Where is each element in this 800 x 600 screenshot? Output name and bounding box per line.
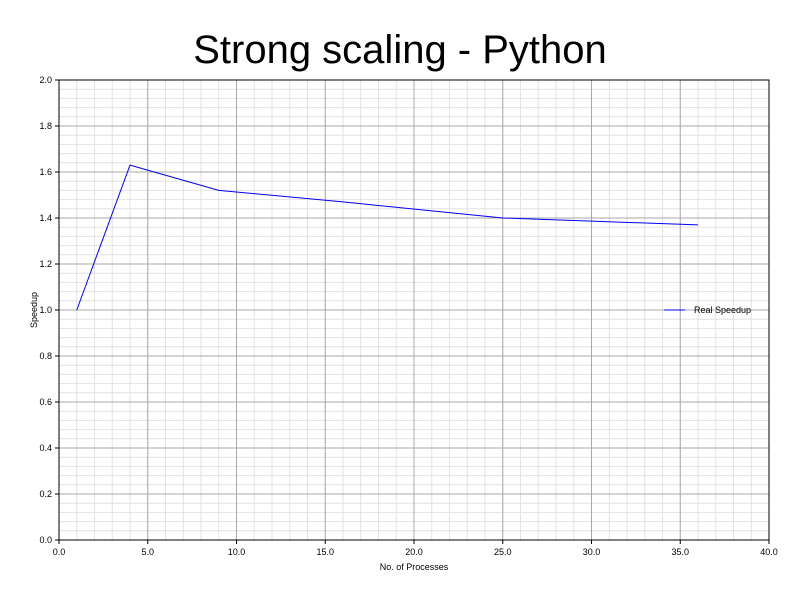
y-tick-label: 1.2 [39, 259, 52, 269]
y-tick-label: 1.8 [39, 121, 52, 131]
y-tick-label: 1.4 [39, 213, 52, 223]
x-tick-label: 40.0 [760, 547, 778, 557]
x-axis-label: No. of Processes [380, 562, 449, 572]
legend-label-real-speedup: Real Speedup [694, 305, 751, 315]
legend: Real Speedup [664, 305, 751, 315]
x-tick-label: 35.0 [671, 547, 689, 557]
y-tick-label: 1.6 [39, 167, 52, 177]
y-tick-label: 2.0 [39, 75, 52, 85]
series-line-real-speedup [76, 164, 699, 311]
y-tick-label: 0.0 [39, 535, 52, 545]
x-tick-label: 0.0 [53, 547, 66, 557]
y-tick-label: 0.6 [39, 397, 52, 407]
x-tick-labels: 0.0 5.0 10.0 15.0 20.0 25.0 30.0 35.0 40.0 [53, 547, 778, 557]
x-tick-label: 10.0 [228, 547, 246, 557]
x-tick-label: 5.0 [141, 547, 154, 557]
axis-ticks [55, 79, 770, 544]
y-axis-label: Speedup [29, 292, 39, 328]
chart-title: Strong scaling - Python [193, 28, 607, 72]
y-tick-label: 0.2 [39, 489, 52, 499]
y-tick-labels: 0.0 0.2 0.4 0.6 0.8 1.0 1.2 1.4 1.6 1.8 2.0 [39, 75, 52, 545]
x-tick-label: 25.0 [494, 547, 512, 557]
series-layer [76, 164, 699, 311]
x-tick-label: 30.0 [583, 547, 601, 557]
x-tick-label: 15.0 [316, 547, 334, 557]
y-tick-label: 0.8 [39, 351, 52, 361]
y-tick-label: 1.0 [39, 305, 52, 315]
x-tick-label: 20.0 [405, 547, 423, 557]
y-tick-label: 0.4 [39, 443, 52, 453]
